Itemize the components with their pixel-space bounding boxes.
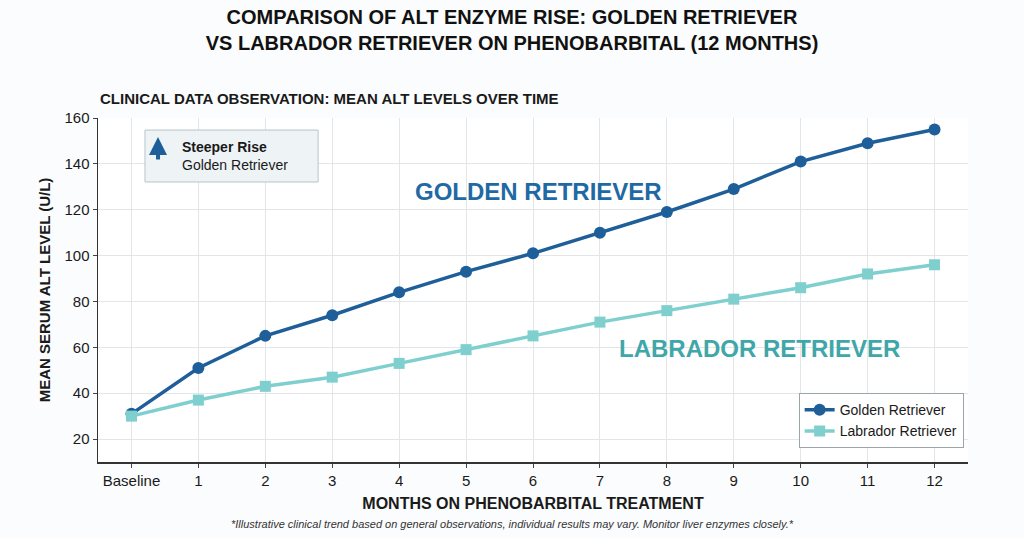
svg-text:100: 100 (64, 247, 89, 264)
svg-text:60: 60 (73, 339, 90, 356)
svg-text:40: 40 (73, 384, 90, 401)
svg-text:Baseline: Baseline (103, 472, 161, 489)
svg-text:2: 2 (261, 472, 269, 489)
svg-text:Steeper RiseGolden Retriever: Steeper RiseGolden Retriever (182, 139, 288, 173)
svg-text:*Illustrative clinical trend b: *Illustrative clinical trend based on ge… (231, 518, 794, 530)
svg-text:MONTHS ON PHENOBARBITAL TREATM: MONTHS ON PHENOBARBITAL TREATMENT (362, 495, 704, 512)
svg-text:MEAN SERUM ALT LEVEL (U/L): MEAN SERUM ALT LEVEL (U/L) (36, 178, 53, 403)
svg-text:5: 5 (462, 472, 470, 489)
svg-text:COMPARISON OF ALT ENZYME RISE:: COMPARISON OF ALT ENZYME RISE: GOLDEN RE… (206, 6, 819, 54)
svg-text:120: 120 (64, 201, 89, 218)
svg-text:4: 4 (395, 472, 403, 489)
svg-text:1: 1 (194, 472, 202, 489)
svg-text:CLINICAL DATA OBSERVATION: MEA: CLINICAL DATA OBSERVATION: MEAN ALT LEVE… (100, 90, 559, 107)
svg-text:12: 12 (926, 472, 943, 489)
svg-text:9: 9 (730, 472, 738, 489)
svg-text:GOLDEN RETRIEVER: GOLDEN RETRIEVER (415, 178, 662, 205)
svg-text:20: 20 (73, 430, 90, 447)
svg-text:10: 10 (792, 472, 809, 489)
svg-text:6: 6 (529, 472, 537, 489)
svg-text:Labrador Retriever: Labrador Retriever (840, 423, 957, 439)
svg-text:3: 3 (328, 472, 336, 489)
svg-text:160: 160 (64, 109, 89, 126)
svg-text:Golden Retriever: Golden Retriever (840, 402, 946, 418)
svg-text:7: 7 (596, 472, 604, 489)
svg-text:140: 140 (64, 155, 89, 172)
svg-text:11: 11 (860, 472, 876, 489)
svg-text:LABRADOR RETRIEVER: LABRADOR RETRIEVER (619, 335, 900, 362)
svg-text:80: 80 (73, 293, 90, 310)
svg-text:8: 8 (663, 472, 671, 489)
